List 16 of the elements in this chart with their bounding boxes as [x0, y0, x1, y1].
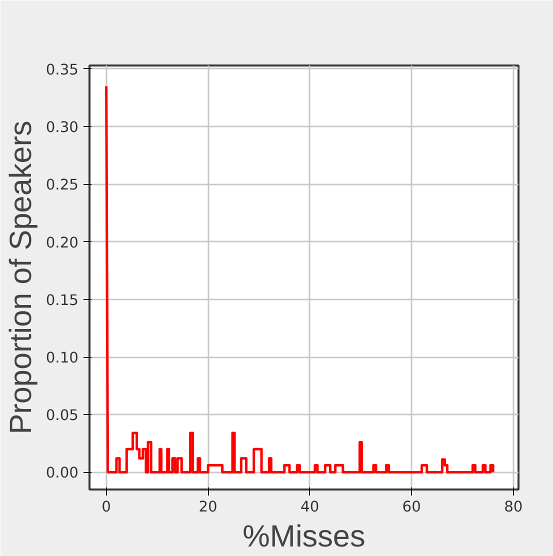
y-tick-label: 0.35 [46, 61, 79, 78]
x-axis-title: %Misses [242, 520, 366, 554]
y-tick-label: 0.00 [46, 464, 79, 482]
y-tick-label: 0.10 [46, 350, 79, 366]
line-series [105, 84, 494, 474]
x-tick-label: 40 [300, 498, 320, 516]
y-axis-title: Proportion of Speakers [4, 120, 38, 434]
x-tick-label: 60 [402, 498, 421, 516]
y-tick-label: 0.30 [46, 119, 79, 136]
x-tick-label: 20 [198, 498, 218, 516]
y-tick-label: 0.20 [46, 234, 79, 252]
x-tick-label: 0 [102, 498, 111, 516]
y-tick-label: 0.05 [46, 407, 79, 424]
x-tick-label: 80 [504, 498, 523, 516]
y-tick-label: 0.15 [46, 292, 79, 309]
y-tick-label: 0.25 [46, 176, 79, 194]
